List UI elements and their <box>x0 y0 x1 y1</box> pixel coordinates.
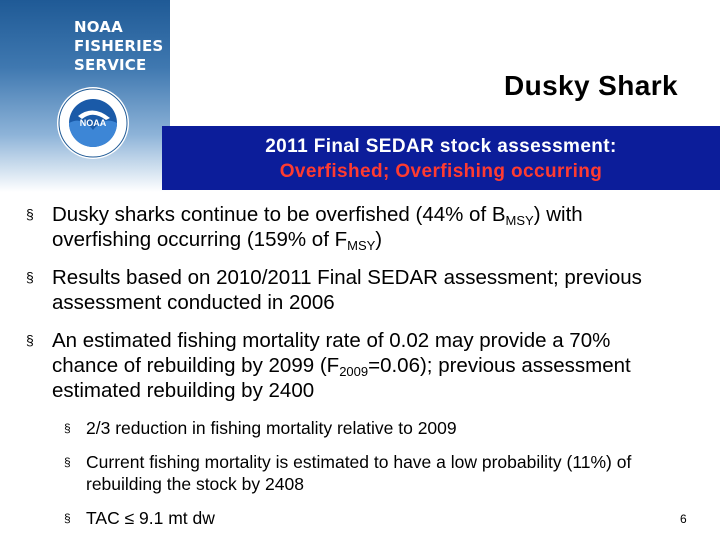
logo-line-service: SERVICE <box>74 56 147 74</box>
bullet-marker-icon: § <box>26 206 34 222</box>
subscript: MSY <box>347 238 376 253</box>
subscript: 2009 <box>339 364 369 379</box>
bullet-item: § Dusky sharks continue to be overfished… <box>26 202 676 252</box>
sub-bullet-item: § 2/3 reduction in fishing mortality rel… <box>64 417 664 439</box>
sub-bullet-text: 2/3 reduction in fishing mortality relat… <box>86 418 457 438</box>
bullet-text: Results based on 2010/2011 Final SEDAR a… <box>52 266 642 314</box>
main-bullet-list: § Dusky sharks continue to be overfished… <box>26 202 676 416</box>
bullet-item: § An estimated fishing mortality rate of… <box>26 328 676 403</box>
banner-line-2: Overfished; Overfishing occurring <box>279 161 603 182</box>
logo-line-fisheries: FISHERIES <box>74 37 164 55</box>
sub-bullet-marker-icon: § <box>64 421 71 435</box>
sub-bullet-marker-icon: § <box>64 511 71 525</box>
assessment-banner: 2011 Final SEDAR stock assessment: Overf… <box>162 126 720 190</box>
bullet-marker-icon: § <box>26 332 34 348</box>
sub-bullet-item: § TAC ≤ 9.1 mt dw <box>64 507 664 529</box>
noaa-fisheries-logo-text: NOAA FISHERIES SERVICE <box>74 18 184 75</box>
subscript: MSY <box>505 213 534 228</box>
bullet-text: =0.06); previous assessment estimated re… <box>52 354 631 402</box>
sub-bullet-marker-icon: § <box>64 455 71 469</box>
page-number: 6 <box>680 512 687 526</box>
noaa-seal-icon: NOAA <box>57 87 129 159</box>
sub-bullet-list: § 2/3 reduction in fishing mortality rel… <box>64 417 664 540</box>
sub-bullet-text: TAC ≤ 9.1 mt dw <box>86 508 215 528</box>
sub-bullet-item: § Current fishing mortality is estimated… <box>64 451 664 495</box>
bullet-marker-icon: § <box>26 269 34 285</box>
banner-line-1: 2011 Final SEDAR stock assessment: <box>265 136 617 157</box>
bullet-text: An estimated fishing mortality rate of 0… <box>52 329 611 377</box>
bullet-text: ) <box>375 228 383 251</box>
bullet-text: Dusky sharks continue to be overfished (… <box>52 203 506 226</box>
seal-center-text: NOAA <box>80 118 107 128</box>
bullet-text: ) with overfishing occurring (159% of F <box>52 203 583 251</box>
slide-title: Dusky Shark <box>503 70 678 101</box>
bullet-item: § Results based on 2010/2011 Final SEDAR… <box>26 265 676 315</box>
logo-line-noaa: NOAA <box>74 18 123 36</box>
sub-bullet-text: Current fishing mortality is estimated t… <box>86 452 632 494</box>
